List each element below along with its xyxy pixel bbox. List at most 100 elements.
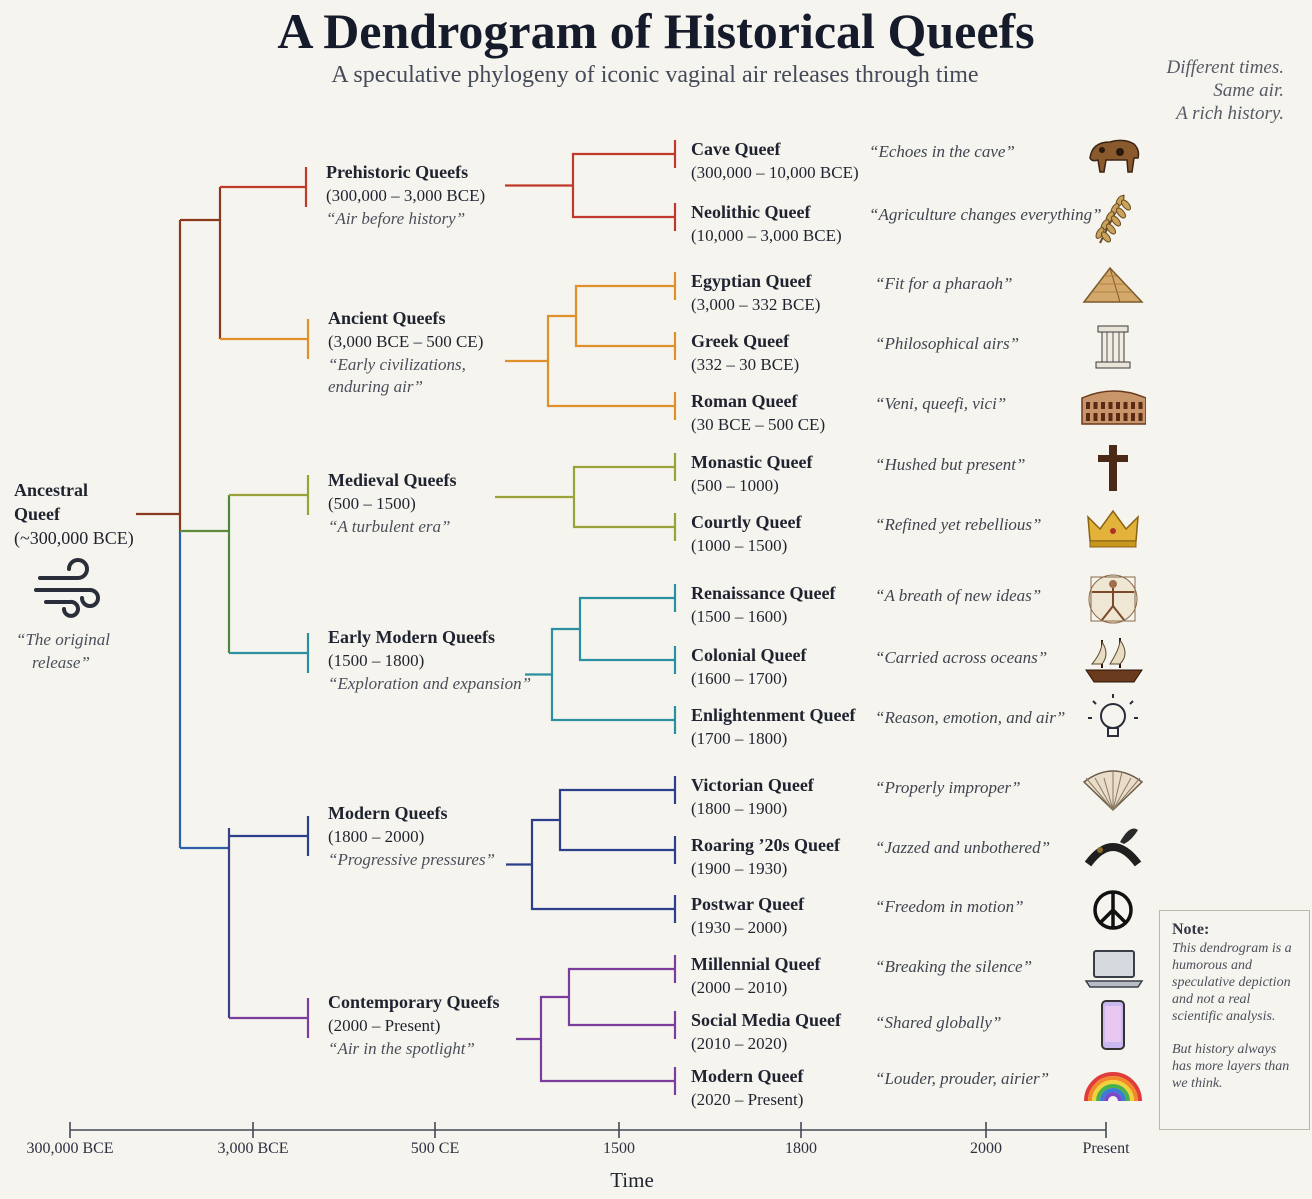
leaf-label: Renaissance Queef (1500 – 1600)	[691, 582, 835, 628]
modern-outer-bracket	[530, 818, 675, 911]
leaf-quote: “Carried across oceans”	[875, 648, 1048, 667]
lightbulb-icon	[1080, 694, 1146, 753]
leaf-quote: “Jazzed and unbothered”	[875, 838, 1051, 857]
group-name: Modern Queefs	[328, 803, 448, 823]
leaf-date: (1800 – 1900)	[691, 799, 788, 818]
group-label-early_modern: Early Modern Queefs (1500 – 1800) “Explora…	[328, 625, 531, 695]
note-box: Note: This dendrogram is a humorous and …	[1159, 910, 1310, 1130]
leaf-name: Victorian Queef	[691, 775, 814, 795]
axis-tick-label: Present	[1082, 1140, 1130, 1157]
root-node: Ancestral Queef (~300,000 BCE)	[14, 478, 134, 550]
tagline-line: A rich history.	[1176, 103, 1284, 124]
leaf-name: Greek Queef	[691, 331, 790, 351]
leaf-date: (1700 – 1800)	[691, 729, 788, 748]
cross-icon	[1080, 441, 1146, 500]
leaf-name: Roman Queef	[691, 391, 798, 411]
leaf-quote: “Philosophical airs”	[875, 334, 1020, 353]
group-quote: “A turbulent era”	[328, 517, 451, 536]
group-label-contemporary: Contemporary Queefs (2000 – Present) “Air …	[328, 990, 499, 1060]
leaf-label: Roman Queef (30 BCE – 500 CE)	[691, 390, 825, 436]
headband-icon	[1080, 824, 1146, 883]
page-subtitle: A speculative phylogeny of iconic vagina…	[331, 62, 979, 88]
column-icon	[1080, 320, 1146, 379]
pyramid-icon	[1080, 260, 1146, 319]
group-date: (1800 – 2000)	[328, 827, 425, 846]
leaf-label: Colonial Queef (1600 – 1700)	[691, 644, 807, 690]
leaf-name: Cave Queef	[691, 139, 781, 159]
leaf-date: (2010 – 2020)	[691, 1034, 788, 1053]
axis-tick-label: 1500	[603, 1140, 635, 1157]
leaf-date: (300,000 – 10,000 BCE)	[691, 163, 859, 182]
group-date: (1500 – 1800)	[328, 651, 425, 670]
leaf-quote: “Echoes in the cave”	[869, 142, 1015, 161]
leaf-label: Neolithic Queef (10,000 – 3,000 BCE)	[691, 201, 842, 247]
leaf-name: Egyptian Queef	[691, 271, 812, 291]
early_modern-outer-bracket	[550, 627, 675, 722]
medieval-leaf-bracket	[572, 465, 675, 529]
bison-icon	[1080, 128, 1146, 187]
leaf-label: Cave Queef (300,000 – 10,000 BCE)	[691, 138, 859, 184]
peace-icon	[1080, 883, 1146, 942]
crown-icon	[1080, 501, 1146, 560]
leaf-name: Monastic Queef	[691, 452, 813, 472]
fan-icon	[1080, 764, 1146, 823]
smartphone-icon	[1080, 999, 1146, 1058]
group-name: Prehistoric Queefs	[326, 162, 469, 182]
leaf-name: Modern Queef	[691, 1066, 804, 1086]
leaf-date: (332 – 30 BCE)	[691, 355, 800, 374]
root-quote-line: release”	[32, 653, 90, 672]
leaf-date: (1900 – 1930)	[691, 859, 788, 878]
wheat-icon	[1080, 191, 1146, 250]
group-label-modern: Modern Queefs (1800 – 2000) “Progressive p…	[328, 801, 495, 871]
leaf-name: Neolithic Queef	[691, 202, 811, 222]
group-name: Medieval Queefs	[328, 470, 457, 490]
leaf-date: (30 BCE – 500 CE)	[691, 415, 826, 434]
leaf-quote: “Fit for a pharaoh”	[875, 274, 1013, 293]
leaf-quote: “Properly improper”	[875, 778, 1021, 797]
leaf-quote: “Breaking the silence”	[875, 957, 1033, 976]
wind-icon	[34, 556, 104, 623]
vitruvian-man-icon	[1080, 572, 1146, 631]
early_modern-inner-bracket	[578, 596, 675, 662]
leaf-date: (2020 – Present)	[691, 1090, 804, 1109]
group-quote: “Exploration and expansion”	[328, 674, 532, 693]
root-quote-line: “The original	[16, 630, 110, 649]
leaf-date: (1600 – 1700)	[691, 669, 788, 688]
tagline-line: Same air.	[1213, 80, 1284, 101]
leaf-quote: “Veni, queefi, vici”	[875, 394, 1007, 413]
leaf-date: (2000 – 2010)	[691, 978, 788, 997]
group-quote: “Progressive pressures”	[328, 850, 496, 869]
leaf-quote: “Hushed but present”	[875, 455, 1026, 474]
group-quote: “Air in the spotlight”	[328, 1039, 475, 1058]
contemporary-outer-bracket	[539, 995, 675, 1083]
ancient-outer-bracket	[546, 314, 675, 408]
leaf-name: Colonial Queef	[691, 645, 807, 665]
leaf-quote: “Louder, prouder, airier”	[875, 1069, 1050, 1088]
group-quote: “Air before history”	[326, 209, 466, 228]
root-name: Queef	[14, 504, 60, 524]
leaf-quote: “Agriculture changes everything”	[869, 205, 1102, 224]
leaf-label: Egyptian Queef (3,000 – 332 BCE)	[691, 270, 820, 316]
group-quote: “Early civilizations, enduring air”	[328, 355, 466, 396]
leaf-label: Monastic Queef (500 – 1000)	[691, 451, 812, 497]
leaf-date: (1500 – 1600)	[691, 607, 788, 626]
rainbow-icon	[1080, 1055, 1146, 1114]
ancient-inner-bracket	[574, 284, 675, 348]
root-date: (~300,000 BCE)	[14, 528, 134, 548]
leaf-label: Modern Queef (2020 – Present)	[691, 1065, 803, 1111]
tagline-line: Different times.	[1166, 57, 1285, 78]
root-quote: “The original release”	[16, 628, 110, 674]
leaf-date: (1930 – 2000)	[691, 918, 788, 937]
leaf-name: Social Media Queef	[691, 1010, 841, 1030]
axis-tick-label: 3,000 BCE	[217, 1140, 289, 1157]
leaf-name: Enlightenment Queef	[691, 705, 856, 725]
ship-icon	[1080, 634, 1146, 693]
group-label-prehistoric: Prehistoric Queefs (300,000 – 3,000 BCE) “…	[326, 160, 485, 230]
note-heading: Note:	[1172, 921, 1210, 938]
leaf-date: (3,000 – 332 BCE)	[691, 295, 821, 314]
tagline: Different times. Same air. A rich histor…	[1167, 56, 1285, 125]
group-name: Early Modern Queefs	[328, 627, 495, 647]
axis-tick-label: 500 CE	[410, 1140, 460, 1157]
group-name: Ancient Queefs	[328, 308, 446, 328]
